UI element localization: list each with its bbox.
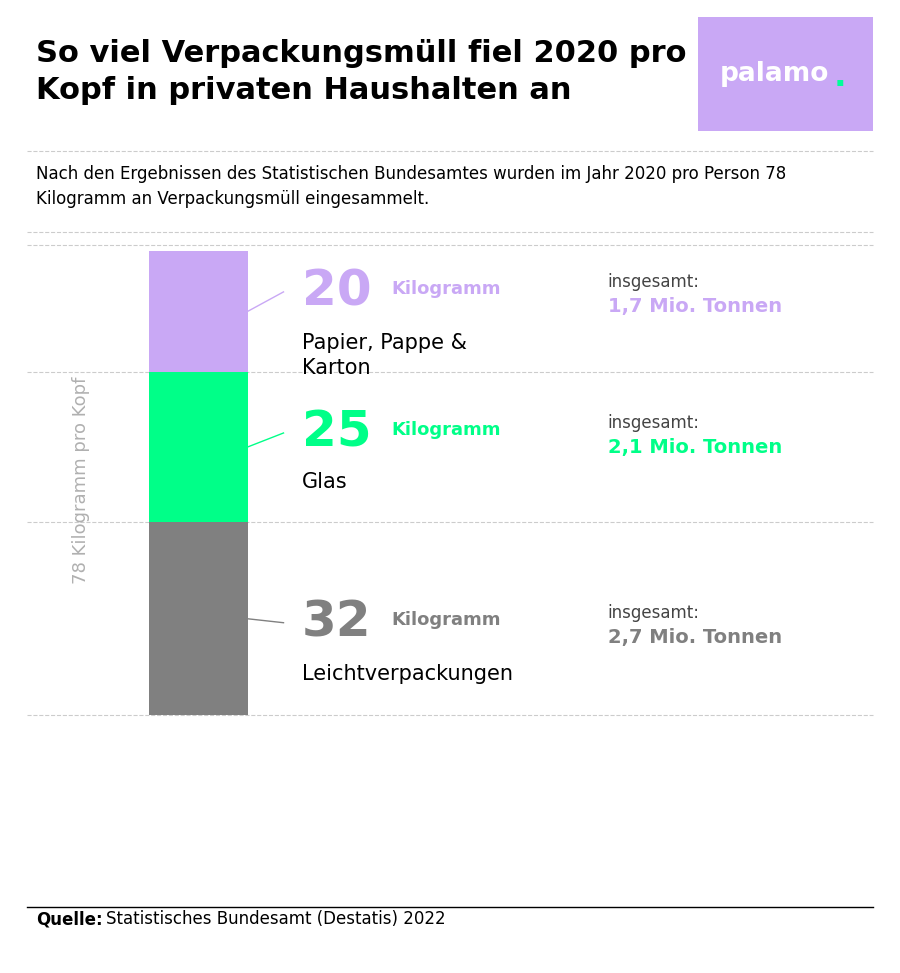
Text: 1,7 Mio. Tonnen: 1,7 Mio. Tonnen [608,297,781,316]
FancyBboxPatch shape [148,523,248,715]
Text: insgesamt:: insgesamt: [608,273,699,291]
Text: Statistisches Bundesamt (Destatis) 2022: Statistisches Bundesamt (Destatis) 2022 [106,911,446,928]
Text: 20: 20 [302,268,371,316]
Text: insgesamt:: insgesamt: [608,604,699,622]
Text: 32: 32 [302,598,371,647]
Text: Papier, Pappe &
Karton: Papier, Pappe & Karton [302,333,466,378]
Text: So viel Verpackungsmüll fiel 2020 pro
Kopf in privaten Haushalten an: So viel Verpackungsmüll fiel 2020 pro Ko… [36,39,687,105]
FancyBboxPatch shape [148,372,248,523]
Text: insgesamt:: insgesamt: [608,414,699,432]
Text: Kilogramm: Kilogramm [392,280,501,298]
Text: Glas: Glas [302,472,347,492]
Text: palamo: palamo [720,61,830,87]
Text: Nach den Ergebnissen des Statistischen Bundesamtes wurden im Jahr 2020 pro Perso: Nach den Ergebnissen des Statistischen B… [36,165,787,207]
Text: Kilogramm: Kilogramm [392,421,501,439]
Text: Quelle:: Quelle: [36,911,103,928]
Text: Leichtverpackungen: Leichtverpackungen [302,664,512,684]
Text: 2,1 Mio. Tonnen: 2,1 Mio. Tonnen [608,438,782,457]
Text: 78 Kilogramm pro Kopf: 78 Kilogramm pro Kopf [72,377,90,584]
Text: 25: 25 [302,409,371,457]
Text: 2,7 Mio. Tonnen: 2,7 Mio. Tonnen [608,628,781,647]
Text: Kilogramm: Kilogramm [392,611,501,629]
FancyBboxPatch shape [698,17,873,131]
Text: .: . [833,60,846,93]
FancyBboxPatch shape [148,251,248,372]
